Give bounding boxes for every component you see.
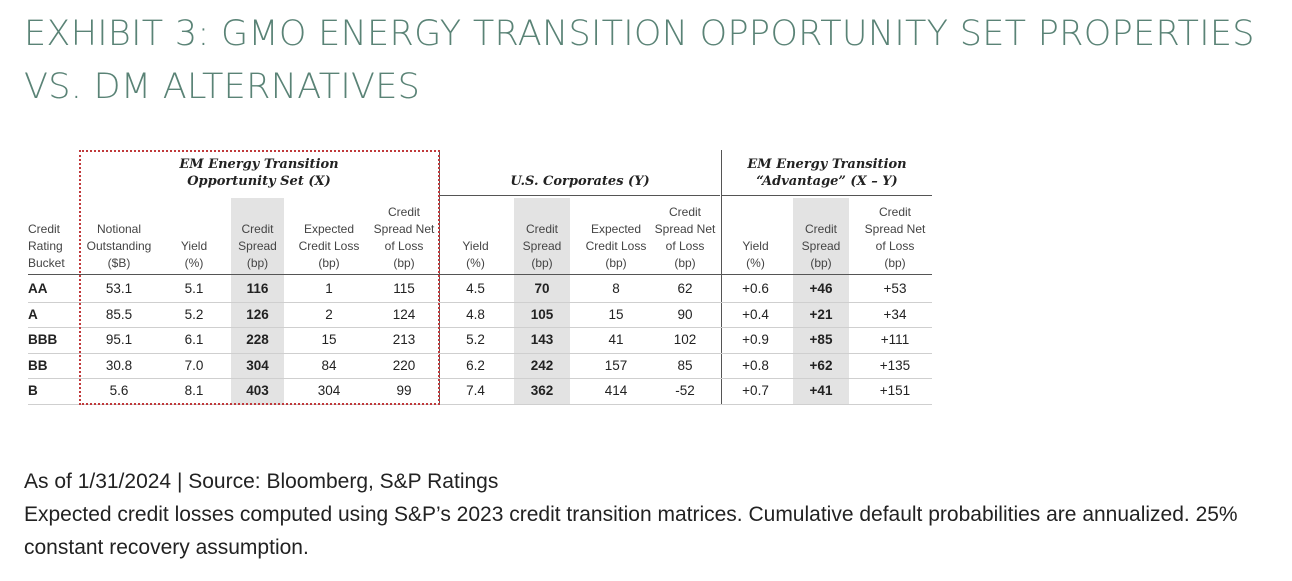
highlight-us-spread	[514, 198, 570, 404]
table-cell: 84	[321, 357, 337, 373]
table-cell: 8.1	[184, 383, 204, 398]
table-cell: +0.4	[742, 306, 769, 322]
table-cell: 304	[317, 383, 341, 398]
rating-bucket-cell: BB	[28, 357, 48, 373]
table-cell: +151	[879, 383, 911, 398]
table-cell: 53.1	[105, 281, 133, 296]
table-cell: 41	[608, 332, 624, 347]
table-cell: 7.0	[184, 357, 204, 373]
row-divider	[28, 352, 932, 354]
table-cell: +0.7	[742, 383, 769, 398]
col-header-em-yield: Yield (%)	[180, 239, 208, 270]
col-header-em-net: Credit Spread Net of Loss (bp)	[373, 205, 435, 270]
table-cell: 15	[608, 306, 624, 322]
table-cell: +0.6	[742, 281, 769, 296]
table-cell: 90	[677, 306, 693, 322]
group-header-em: EM Energy Transition Opportunity Set (X)	[179, 157, 339, 189]
table-cell: +46	[809, 281, 833, 296]
footnotes: As of 1/31/2024 | Source: Bloomberg, S&P…	[24, 465, 1286, 564]
table-cell: 414	[604, 383, 628, 398]
rule-group-adv	[722, 195, 932, 196]
table-cell: 85.5	[105, 306, 133, 322]
rating-bucket-cell: AA	[28, 281, 48, 296]
table-cell: 7.4	[466, 383, 485, 398]
rating-bucket-cell: B	[28, 383, 38, 398]
data-table: EM Energy Transition Opportunity Set (X)…	[28, 150, 934, 410]
table-cell: 143	[530, 332, 554, 347]
col-header-adv-net: Credit Spread Net of Loss (bp)	[864, 205, 926, 270]
col-header-us-net: Credit Spread Net of Loss (bp)	[654, 205, 716, 270]
table-cell: 5.6	[109, 383, 129, 398]
table-cell: 70	[534, 281, 550, 296]
table-cell: 228	[246, 332, 269, 347]
table-cell: +0.8	[742, 357, 769, 373]
table-cell: 362	[530, 383, 554, 398]
table-cell: 102	[673, 332, 697, 347]
table-cell: 95.1	[105, 332, 133, 347]
col-header-us-loss: Expected Credit Loss (bp)	[585, 222, 647, 270]
table-cell: +21	[809, 306, 833, 322]
table-cell: 85	[677, 357, 693, 373]
col-header-adv-spread: Credit Spread (bp)	[801, 222, 841, 270]
table-cell: 8	[612, 281, 620, 296]
table-cell: 2	[325, 306, 333, 322]
table-cell: +62	[809, 357, 833, 373]
em-opportunity-set-outline	[79, 150, 440, 405]
table-cell: +0.9	[742, 332, 769, 347]
table-cell: 6.2	[466, 357, 485, 373]
table-cell: 62	[677, 281, 693, 296]
table-cell: 5.2	[184, 306, 204, 322]
table-cell: 124	[392, 306, 416, 322]
table-cell: +53	[883, 281, 907, 296]
table-cell: 213	[392, 332, 416, 347]
table-cell: +111	[880, 332, 910, 347]
col-header-em-loss: Expected Credit Loss (bp)	[298, 222, 360, 270]
table-cell: 4.5	[466, 281, 485, 296]
row-divider	[28, 327, 932, 328]
row-divider	[28, 301, 932, 303]
table-cell: 220	[392, 357, 416, 373]
col-header-rating: Credit Rating Bucket	[28, 222, 65, 270]
table-cell: 115	[393, 281, 415, 296]
divider-adv	[721, 150, 722, 404]
table-cell: 30.8	[105, 357, 133, 373]
table-cell: -52	[675, 383, 695, 398]
table-cell: 157	[604, 357, 628, 373]
highlight-adv-spread	[793, 198, 849, 404]
col-header-us-spread: Credit Spread (bp)	[522, 222, 562, 270]
table-bottom-rule	[28, 403, 932, 405]
highlight-em-spread	[231, 198, 284, 404]
table-cell: +41	[809, 383, 833, 398]
table-cell: 242	[530, 357, 554, 373]
group-header-us: U.S. Corporates (Y)	[510, 174, 650, 189]
rule-header-bottom	[28, 274, 932, 275]
rating-bucket-cell: A	[28, 306, 38, 322]
table-cell: 15	[321, 332, 337, 347]
col-header-adv-yield: Yield (%)	[742, 239, 769, 270]
col-header-notional: Notional Outstanding ($B)	[86, 222, 152, 270]
table-cell: +34	[883, 306, 907, 322]
group-header-advantage: EM Energy Transition “Advantage” (X – Y)	[747, 157, 907, 189]
col-header-us-yield: Yield (%)	[462, 239, 489, 270]
footnote-source: As of 1/31/2024 | Source: Bloomberg, S&P…	[24, 470, 499, 493]
table-cell: 304	[246, 357, 269, 373]
table-cell: 99	[396, 383, 412, 398]
table-cell: 4.8	[466, 306, 485, 322]
table-cell: 116	[246, 281, 269, 296]
row-divider	[28, 378, 932, 379]
table-cell: 1	[325, 281, 333, 296]
table-cell: 403	[246, 383, 269, 398]
col-header-em-spread: Credit Spread (bp)	[238, 222, 277, 270]
table-cell: +85	[809, 332, 833, 347]
footnote-methodology: Expected credit losses computed using S&…	[24, 503, 1238, 559]
rule-group-us	[440, 195, 720, 196]
table-cell: 105	[530, 306, 554, 322]
table-cell: 5.1	[184, 281, 204, 296]
table-cell: 5.2	[466, 332, 485, 347]
table-cell: +135	[879, 357, 911, 373]
exhibit-title: EXHIBIT 3: GMO ENERGY TRANSITION OPPORTU…	[24, 14, 1255, 107]
rating-bucket-cell: BBB	[28, 332, 58, 347]
table-cell: 126	[246, 306, 269, 322]
table-cell: 6.1	[184, 332, 204, 347]
